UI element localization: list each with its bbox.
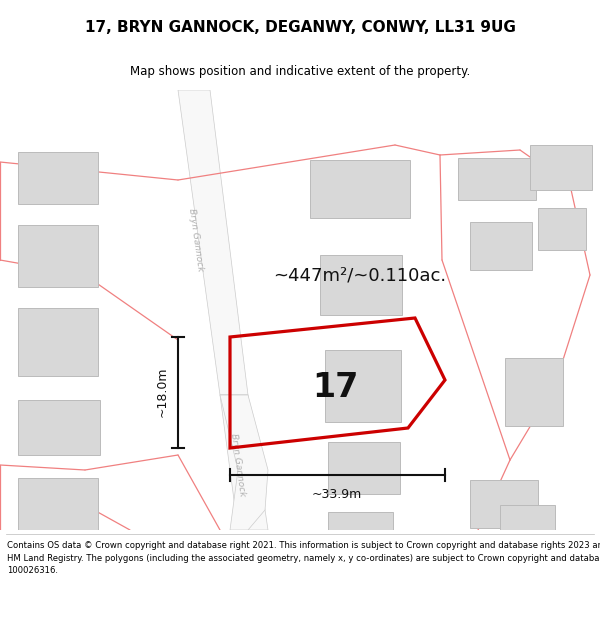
Text: Bryn Gannock: Bryn Gannock (187, 208, 205, 272)
Bar (325, 350, 401, 422)
Bar (18, 308, 98, 376)
Bar (470, 480, 538, 528)
Bar (18, 478, 98, 530)
Text: Bryn Gannock: Bryn Gannock (229, 433, 247, 497)
Text: ~447m²/~0.110ac.: ~447m²/~0.110ac. (274, 266, 446, 284)
Polygon shape (220, 395, 268, 530)
Bar (538, 208, 586, 250)
Polygon shape (178, 90, 248, 395)
Text: ~33.9m: ~33.9m (312, 489, 362, 501)
Bar (328, 512, 393, 554)
Text: 17, BRYN GANNOCK, DEGANWY, CONWY, LL31 9UG: 17, BRYN GANNOCK, DEGANWY, CONWY, LL31 9… (85, 20, 515, 35)
Text: Map shows position and indicative extent of the property.: Map shows position and indicative extent… (130, 65, 470, 78)
Bar (500, 505, 555, 543)
Text: ~18.0m: ~18.0m (155, 367, 169, 418)
Bar (28, 548, 90, 580)
Bar (505, 358, 563, 426)
Bar (530, 145, 592, 190)
Bar (18, 225, 98, 287)
Bar (458, 158, 536, 200)
Polygon shape (220, 395, 268, 530)
Bar (320, 255, 402, 315)
Bar (18, 152, 98, 204)
Bar (18, 400, 100, 455)
Text: 17: 17 (313, 371, 359, 404)
Bar (310, 160, 410, 218)
Bar (328, 442, 400, 494)
Bar (470, 222, 532, 270)
Text: Contains OS data © Crown copyright and database right 2021. This information is : Contains OS data © Crown copyright and d… (7, 541, 600, 575)
